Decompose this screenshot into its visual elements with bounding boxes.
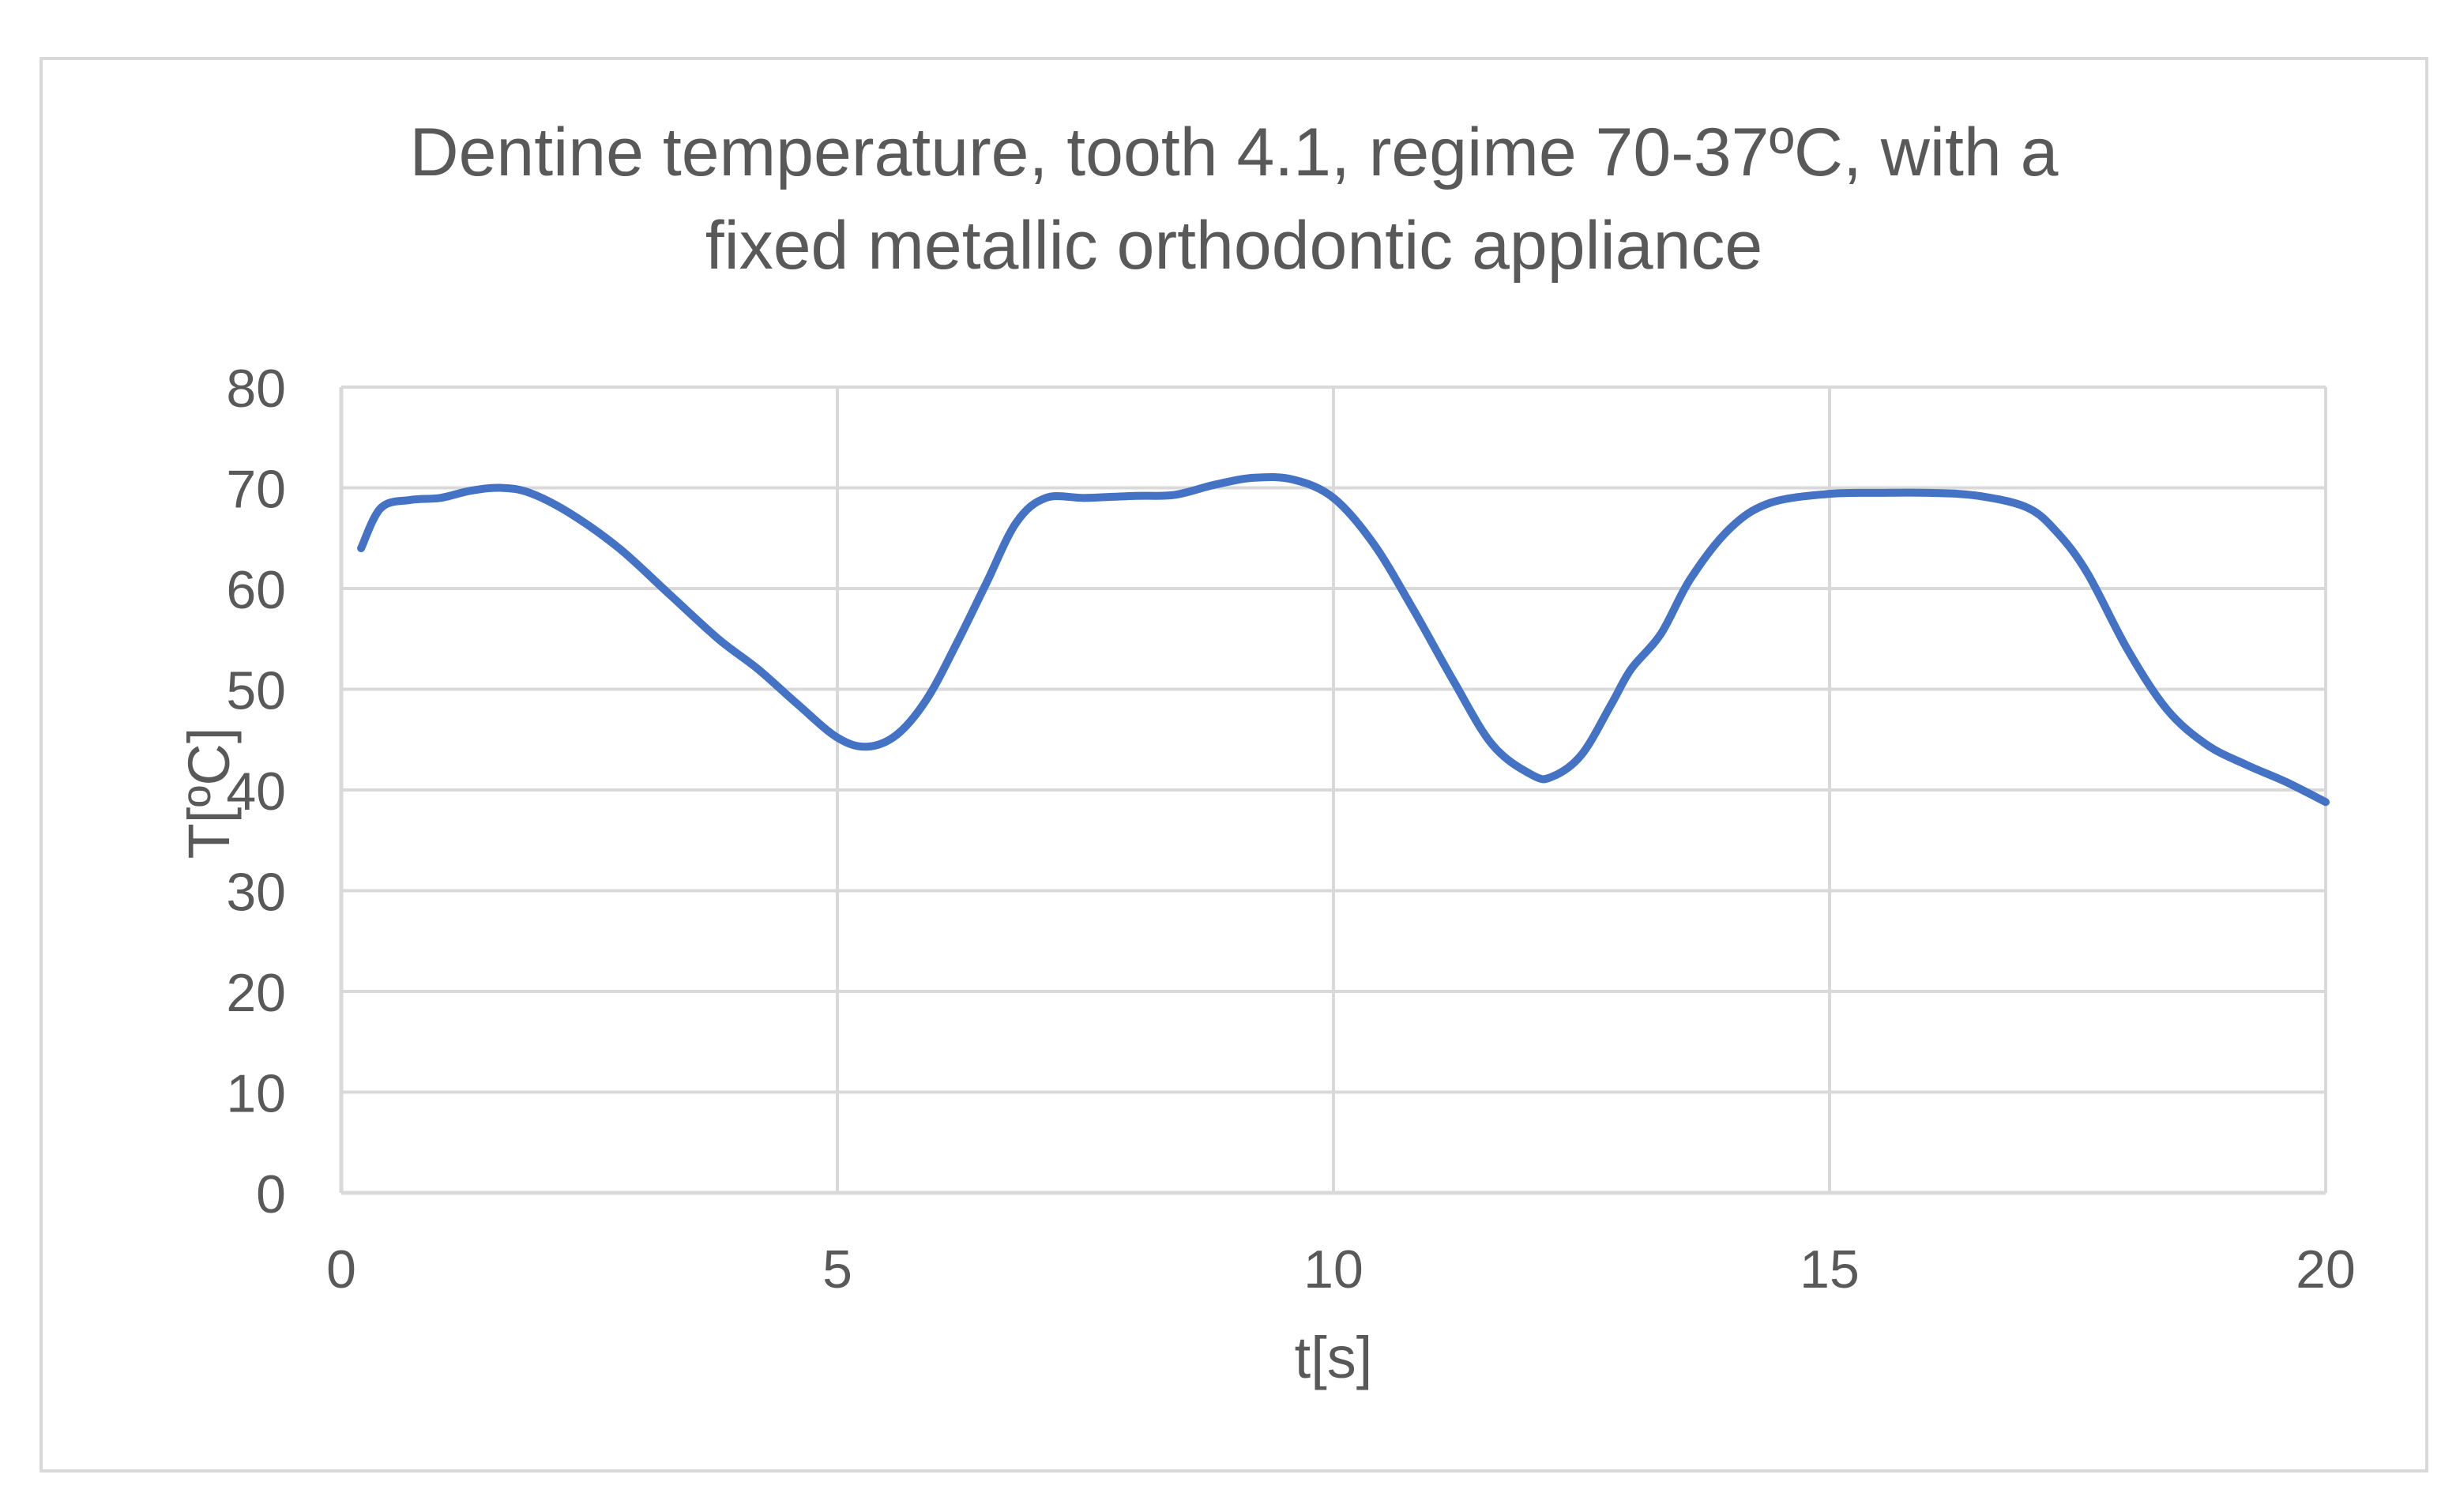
- x-tick-label: 15: [1800, 1239, 1860, 1299]
- x-tick-label: 10: [1303, 1239, 1363, 1299]
- tick-labels: 0 10 20 30 40 50 60 70 80 0 5 10 15 20: [226, 359, 2355, 1299]
- y-tick-label: 70: [226, 460, 286, 520]
- axis-layer: [339, 387, 2326, 1195]
- y-tick-label: 0: [256, 1164, 286, 1224]
- y-tick-label: 20: [226, 963, 286, 1023]
- series-layer: [357, 472, 2330, 807]
- y-tick-label: 10: [226, 1064, 286, 1124]
- y-tick-label: 50: [226, 661, 286, 721]
- x-tick-label: 20: [2296, 1239, 2356, 1299]
- y-tick-label: 60: [226, 560, 286, 620]
- chart-svg: Dentine temperature, tooth 4.1, regime 7…: [176, 115, 2356, 1390]
- y-tick-label: 40: [226, 762, 286, 822]
- series-line-0: [357, 472, 2330, 807]
- chart-frame: Dentine temperature, tooth 4.1, regime 7…: [39, 57, 2428, 1473]
- chart-title-line1: Dentine temperature, tooth 4.1, regime 7…: [410, 115, 2059, 190]
- y-tick-label: 80: [226, 359, 286, 419]
- x-tick-label: 5: [822, 1239, 852, 1299]
- grid-layer: [341, 386, 2327, 1193]
- y-tick-label: 30: [226, 863, 286, 923]
- y-axis-label: T[ºC]: [176, 728, 242, 859]
- chart-title-line2: fixed metallic orthodontic appliance: [705, 208, 1763, 284]
- x-tick-label: 0: [326, 1239, 356, 1299]
- x-axis-label: t[s]: [1295, 1325, 1373, 1390]
